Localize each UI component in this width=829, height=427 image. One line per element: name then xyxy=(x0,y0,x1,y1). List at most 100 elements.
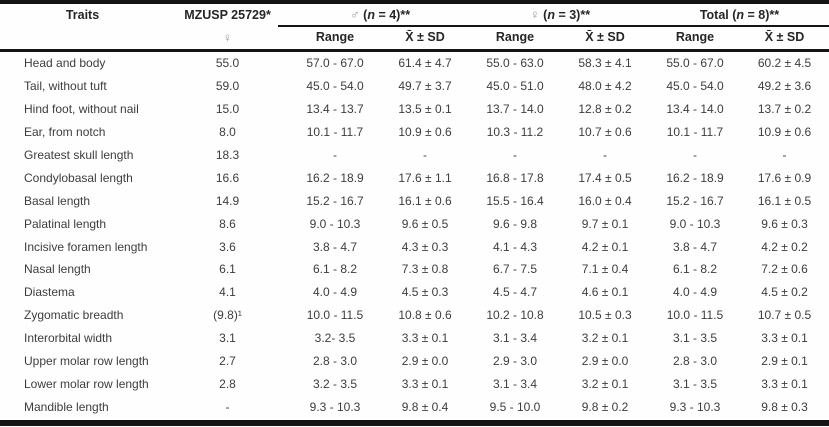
value-cell: 9.0 - 10.3 xyxy=(309,216,361,231)
morphometrics-table: Traits MZUSP 25729* ♂ (n = 4)** ♀ (n = 3… xyxy=(0,4,829,418)
group-total-prefix: Total ( xyxy=(699,7,737,22)
value-cell: 10.0 - 11.5 xyxy=(666,308,724,323)
value-cell: 10.7 ± 0.5 xyxy=(757,308,812,323)
top-rule xyxy=(0,0,829,4)
value-cell: 9.6 ± 0.5 xyxy=(401,216,449,231)
value-cell: 48.0 ± 4.2 xyxy=(578,79,632,94)
specimen-value-cell: 4.1 xyxy=(219,285,236,300)
trait-cell: Diastema xyxy=(24,285,75,300)
value-cell: 9.0 - 10.3 xyxy=(669,216,721,231)
table-row: Diastema 4.1 4.0 - 4.9 4.5 ± 0.3 4.5 - 4.7 4.… xyxy=(0,281,829,304)
group-female-prefix: ( xyxy=(539,8,548,22)
female-icon: ♀ xyxy=(222,29,233,45)
value-cell: 49.2 ± 3.6 xyxy=(757,79,812,94)
group-female-n: n xyxy=(547,8,555,22)
value-cell: 61.4 ± 4.7 xyxy=(398,56,452,71)
value-cell: 12.8 ± 0.2 xyxy=(578,102,632,117)
value-cell: 3.2 - 3.5 xyxy=(312,376,358,391)
value-cell: 13.4 - 14.0 xyxy=(666,102,724,117)
value-cell: 10.1 - 11.7 xyxy=(306,125,364,140)
trait-cell: Mandible length xyxy=(24,399,109,414)
specimen-value-cell: 16.6 xyxy=(215,170,240,185)
value-cell: 10.8 ± 0.6 xyxy=(398,308,452,323)
value-cell: 17.4 ± 0.5 xyxy=(578,170,632,185)
value-cell: - xyxy=(423,148,427,162)
table-row: Condylobasal length 16.6 16.2 - 18.9 17.6 ±… xyxy=(0,166,829,189)
value-cell: 3.1 - 3.4 xyxy=(492,331,538,346)
value-cell: 3.1 - 3.5 xyxy=(672,376,718,391)
table-row: Interorbital width 3.1 3.2- 3.5 3.3 ± 0.1 3.… xyxy=(0,327,829,350)
group-total-n: n xyxy=(736,7,745,22)
value-cell: 9.6 ± 0.3 xyxy=(761,216,808,231)
value-cell: 10.3 - 11.2 xyxy=(486,125,544,140)
value-cell: 9.8 ± 0.2 xyxy=(581,399,629,414)
total-mean-sd-header: X̄ ± SD xyxy=(740,25,829,52)
value-cell: 10.5 ± 0.3 xyxy=(578,308,632,323)
specimen-column-header: MZUSP 25729* xyxy=(184,7,271,22)
value-cell: 13.7 ± 0.2 xyxy=(757,102,812,117)
value-cell: 4.6 ± 0.1 xyxy=(581,285,629,300)
group-header-total: Total (n = 8)** xyxy=(650,4,829,25)
value-cell: 15.2 - 16.7 xyxy=(306,193,364,208)
value-cell: 4.0 - 4.9 xyxy=(312,285,358,300)
value-cell: 9.6 - 9.8 xyxy=(492,216,538,231)
specimen-value-cell: (9.8)¹ xyxy=(213,308,242,323)
value-cell: 45.0 - 54.0 xyxy=(666,79,724,94)
value-cell: 10.1 - 11.7 xyxy=(666,125,724,140)
table-row: Lower molar row length 2.8 3.2 - 3.5 3.3 ± … xyxy=(0,372,829,395)
value-cell: 4.2 ± 0.1 xyxy=(581,239,629,254)
value-cell: - xyxy=(693,148,697,162)
value-cell: 13.5 ± 0.1 xyxy=(398,102,452,117)
value-cell: 4.5 - 4.7 xyxy=(492,285,538,300)
table-row: Palatinal length 8.6 9.0 - 10.3 9.6 ± 0.5 9.… xyxy=(0,212,829,235)
value-cell: 3.8 - 4.7 xyxy=(312,239,358,254)
value-cell: - xyxy=(603,148,607,162)
value-cell: 6.1 - 8.2 xyxy=(312,262,358,277)
table-row: Upper molar row length 2.7 2.8 - 3.0 2.9 ± … xyxy=(0,350,829,373)
value-cell: 15.2 - 16.7 xyxy=(666,193,724,208)
table-row: Greatest skull length 18.3 - - - - - - xyxy=(0,144,829,167)
value-cell: 13.7 - 14.0 xyxy=(486,102,544,117)
table-row: Nasal length 6.1 6.1 - 8.2 7.3 ± 0.8 6.7 - 7… xyxy=(0,258,829,281)
traits-subheader-empty xyxy=(0,25,165,52)
specimen-value-cell: 2.7 xyxy=(219,354,236,369)
value-cell: 10.9 ± 0.6 xyxy=(757,125,812,140)
value-cell: 3.3 ± 0.1 xyxy=(401,376,449,391)
value-cell: 3.3 ± 0.1 xyxy=(761,376,808,391)
trait-cell: Interorbital width xyxy=(24,331,113,346)
value-cell: 45.0 - 51.0 xyxy=(486,79,544,94)
value-cell: 17.6 ± 0.9 xyxy=(757,170,812,185)
male-range-header: Range xyxy=(290,25,380,52)
value-cell: 57.0 - 67.0 xyxy=(306,56,364,71)
table-header: Traits MZUSP 25729* ♂ (n = 4)** ♀ (n = 3… xyxy=(0,4,829,52)
trait-cell: Zygomatic breadth xyxy=(24,308,124,323)
male-mean-sd-header: X̄ ± SD xyxy=(380,25,470,52)
trait-cell: Palatinal length xyxy=(24,216,107,231)
trait-cell: Condylobasal length xyxy=(24,170,133,185)
value-cell: 16.1 ± 0.6 xyxy=(398,193,452,208)
group-female-suffix: = 3)** xyxy=(554,8,591,22)
value-cell: 9.5 - 10.0 xyxy=(489,399,541,414)
table-row: Tail, without tuft 59.0 45.0 - 54.0 49.7 ± … xyxy=(0,75,829,98)
value-cell: - xyxy=(782,148,787,162)
value-cell: 55.0 - 63.0 xyxy=(486,56,544,71)
specimen-value-cell: 2.8 xyxy=(219,376,236,391)
value-cell: 6.7 - 7.5 xyxy=(492,262,538,277)
group-header-female: ♀ (n = 3)** xyxy=(470,4,650,25)
group-header-row: Traits MZUSP 25729* ♂ (n = 4)** ♀ (n = 3… xyxy=(0,4,829,25)
group-male-n: n xyxy=(367,8,375,22)
trait-cell: Tail, without tuft xyxy=(24,79,107,94)
value-cell: 55.0 - 67.0 xyxy=(666,56,724,71)
value-cell: 60.2 ± 4.5 xyxy=(757,56,812,71)
specimen-value-cell: 6.1 xyxy=(219,262,236,277)
trait-cell: Ear, from notch xyxy=(24,125,106,140)
group-header-underline xyxy=(278,25,829,27)
value-cell: 16.1 ± 0.5 xyxy=(757,193,812,208)
table-row: Head and body 55.0 57.0 - 67.0 61.4 ± 4.7 55… xyxy=(0,51,829,75)
female-mean-sd-header: X̄ ± SD xyxy=(560,25,650,52)
male-icon: ♂ xyxy=(349,7,360,22)
value-cell: 3.3 ± 0.1 xyxy=(761,331,808,346)
specimen-value-cell: 55.0 xyxy=(215,56,240,71)
value-cell: 6.1 - 8.2 xyxy=(672,262,718,277)
